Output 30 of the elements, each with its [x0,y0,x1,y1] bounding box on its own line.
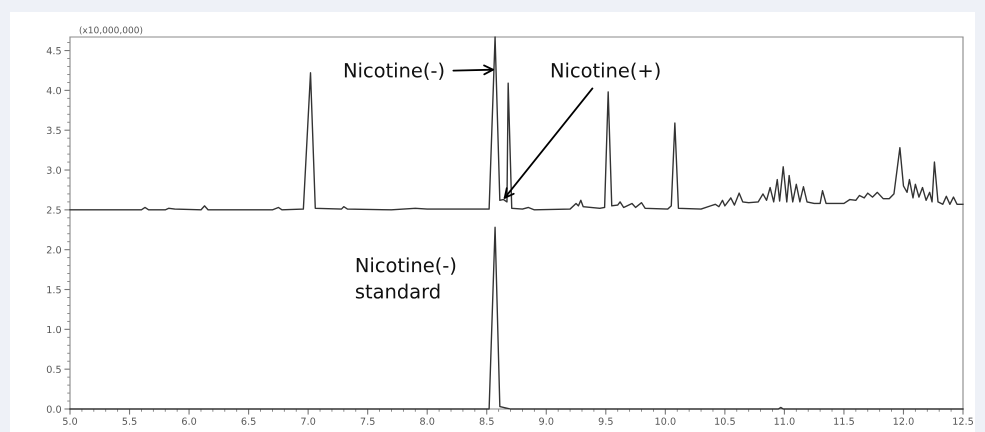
x-tick-label: 9.5 [598,418,613,425]
y-tick-label: 4.5 [46,47,61,54]
x-tick-label: 11.0 [774,418,795,425]
y-tick-label: 0.5 [46,366,61,374]
x-tick-label: 10.0 [656,418,676,425]
y-tick-label: 0.0 [46,405,62,413]
x-tick-label: 7.0 [301,418,316,425]
x-tick-label: 12.0 [894,418,914,425]
annotation: Nicotine(-) [344,62,444,80]
y-tick-label: 4.0 [46,86,62,94]
x-tick-label: 11.5 [834,418,854,425]
x-tick-label: 5.5 [122,418,136,425]
x-tick-label: 9.0 [539,418,554,425]
x-tick-label: 10.5 [715,418,735,425]
y-tick-label: 3.5 [46,126,61,134]
x-tick-label: 12.5 [953,418,973,425]
x-tick-label: 6.5 [242,418,256,425]
y-tick-label: 1.0 [47,326,62,334]
y-tick-label: 1.5 [47,286,61,294]
x-tick-label: 8.5 [480,418,494,425]
x-tick-label: 6.0 [182,418,196,425]
y-tick-label: 2.5 [46,206,61,214]
annotation: Nicotine(+) [552,62,660,80]
text: (x10,000,000) [80,26,142,34]
x-tick-label: 7.5 [360,418,375,425]
annotation: Nicotine(-) standard [356,257,456,299]
x-tick-label: 5.0 [63,418,78,425]
y-tick-label: 3.0 [46,166,62,174]
x-tick-label: 8.0 [420,418,434,425]
y-tick-label: 2.0 [46,246,62,254]
